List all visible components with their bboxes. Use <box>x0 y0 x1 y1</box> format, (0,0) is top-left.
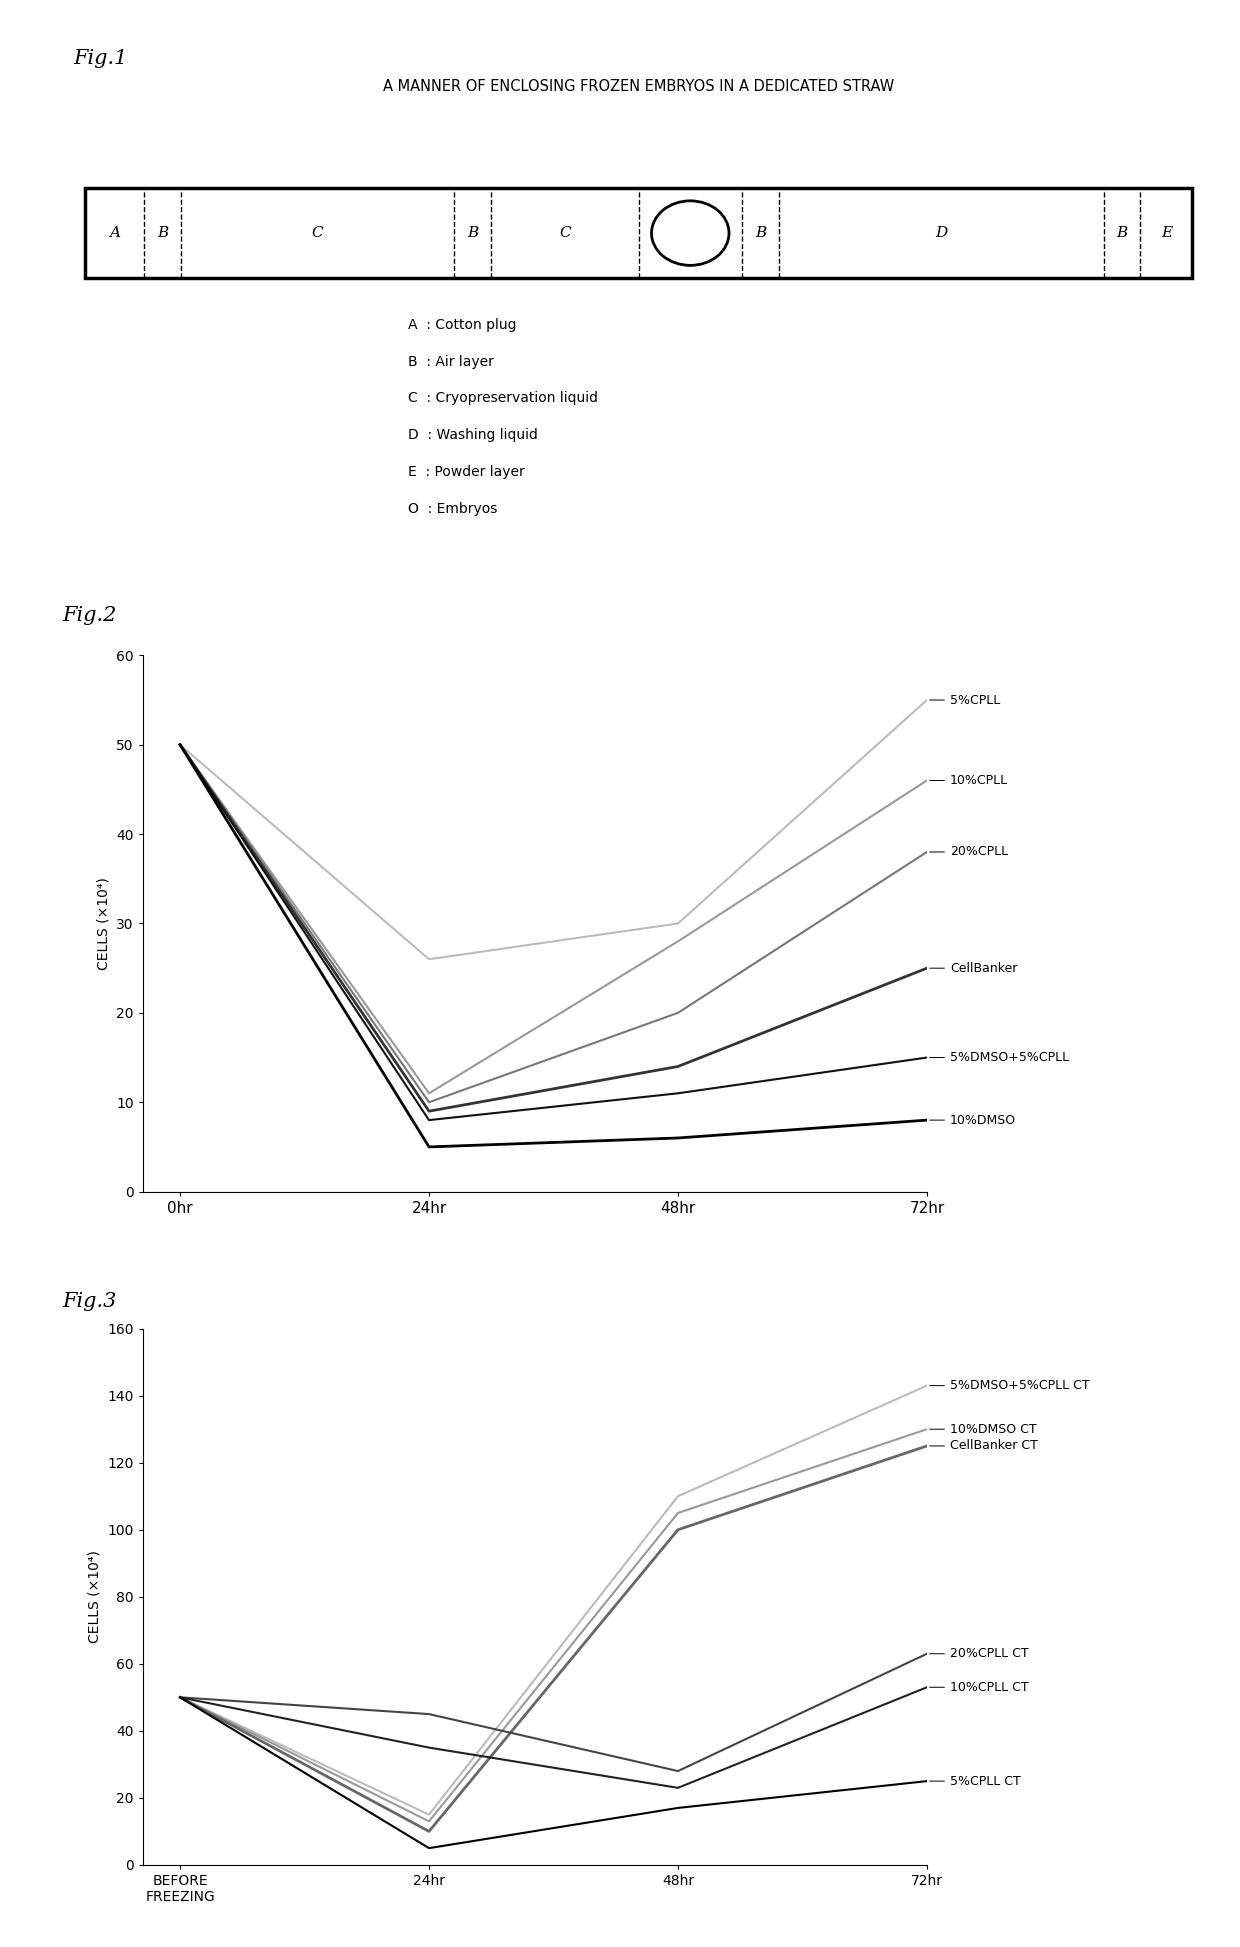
Text: 10%DMSO CT: 10%DMSO CT <box>930 1423 1037 1435</box>
Text: 20%CPLL: 20%CPLL <box>930 845 1008 859</box>
Text: Fig.2: Fig.2 <box>62 606 117 625</box>
Text: 10%CPLL CT: 10%CPLL CT <box>930 1680 1029 1694</box>
Text: B: B <box>157 226 169 239</box>
Text: 5%DMSO+5%CPLL CT: 5%DMSO+5%CPLL CT <box>930 1378 1090 1392</box>
Text: A  : Cotton plug: A : Cotton plug <box>408 317 517 331</box>
Text: C: C <box>559 226 570 239</box>
Text: 5%DMSO+5%CPLL: 5%DMSO+5%CPLL <box>930 1051 1069 1065</box>
Text: B  : Air layer: B : Air layer <box>408 354 494 368</box>
Text: 5%CPLL CT: 5%CPLL CT <box>930 1774 1021 1787</box>
Text: 20%CPLL CT: 20%CPLL CT <box>930 1647 1029 1661</box>
Text: 10%DMSO: 10%DMSO <box>930 1114 1016 1127</box>
Text: Fig.3: Fig.3 <box>62 1291 117 1310</box>
FancyBboxPatch shape <box>86 189 1192 278</box>
Text: 10%CPLL: 10%CPLL <box>930 775 1008 787</box>
Text: C: C <box>311 226 324 239</box>
Text: CellBanker CT: CellBanker CT <box>930 1439 1038 1452</box>
Text: B: B <box>755 226 766 239</box>
Text: E: E <box>1161 226 1172 239</box>
Text: A: A <box>109 226 120 239</box>
Text: Fig.1: Fig.1 <box>73 49 128 68</box>
Text: CellBanker: CellBanker <box>930 962 1017 975</box>
Text: D: D <box>935 226 947 239</box>
Text: C  : Cryopreservation liquid: C : Cryopreservation liquid <box>408 391 598 405</box>
Ellipse shape <box>651 201 729 265</box>
Text: 5%CPLL: 5%CPLL <box>930 693 1001 707</box>
Text: O  : Embryos: O : Embryos <box>408 502 497 516</box>
Text: B: B <box>467 226 479 239</box>
Text: B: B <box>1116 226 1127 239</box>
Text: E  : Powder layer: E : Powder layer <box>408 465 525 479</box>
Text: D  : Washing liquid: D : Washing liquid <box>408 428 538 442</box>
Text: A MANNER OF ENCLOSING FROZEN EMBRYOS IN A DEDICATED STRAW: A MANNER OF ENCLOSING FROZEN EMBRYOS IN … <box>383 78 894 93</box>
